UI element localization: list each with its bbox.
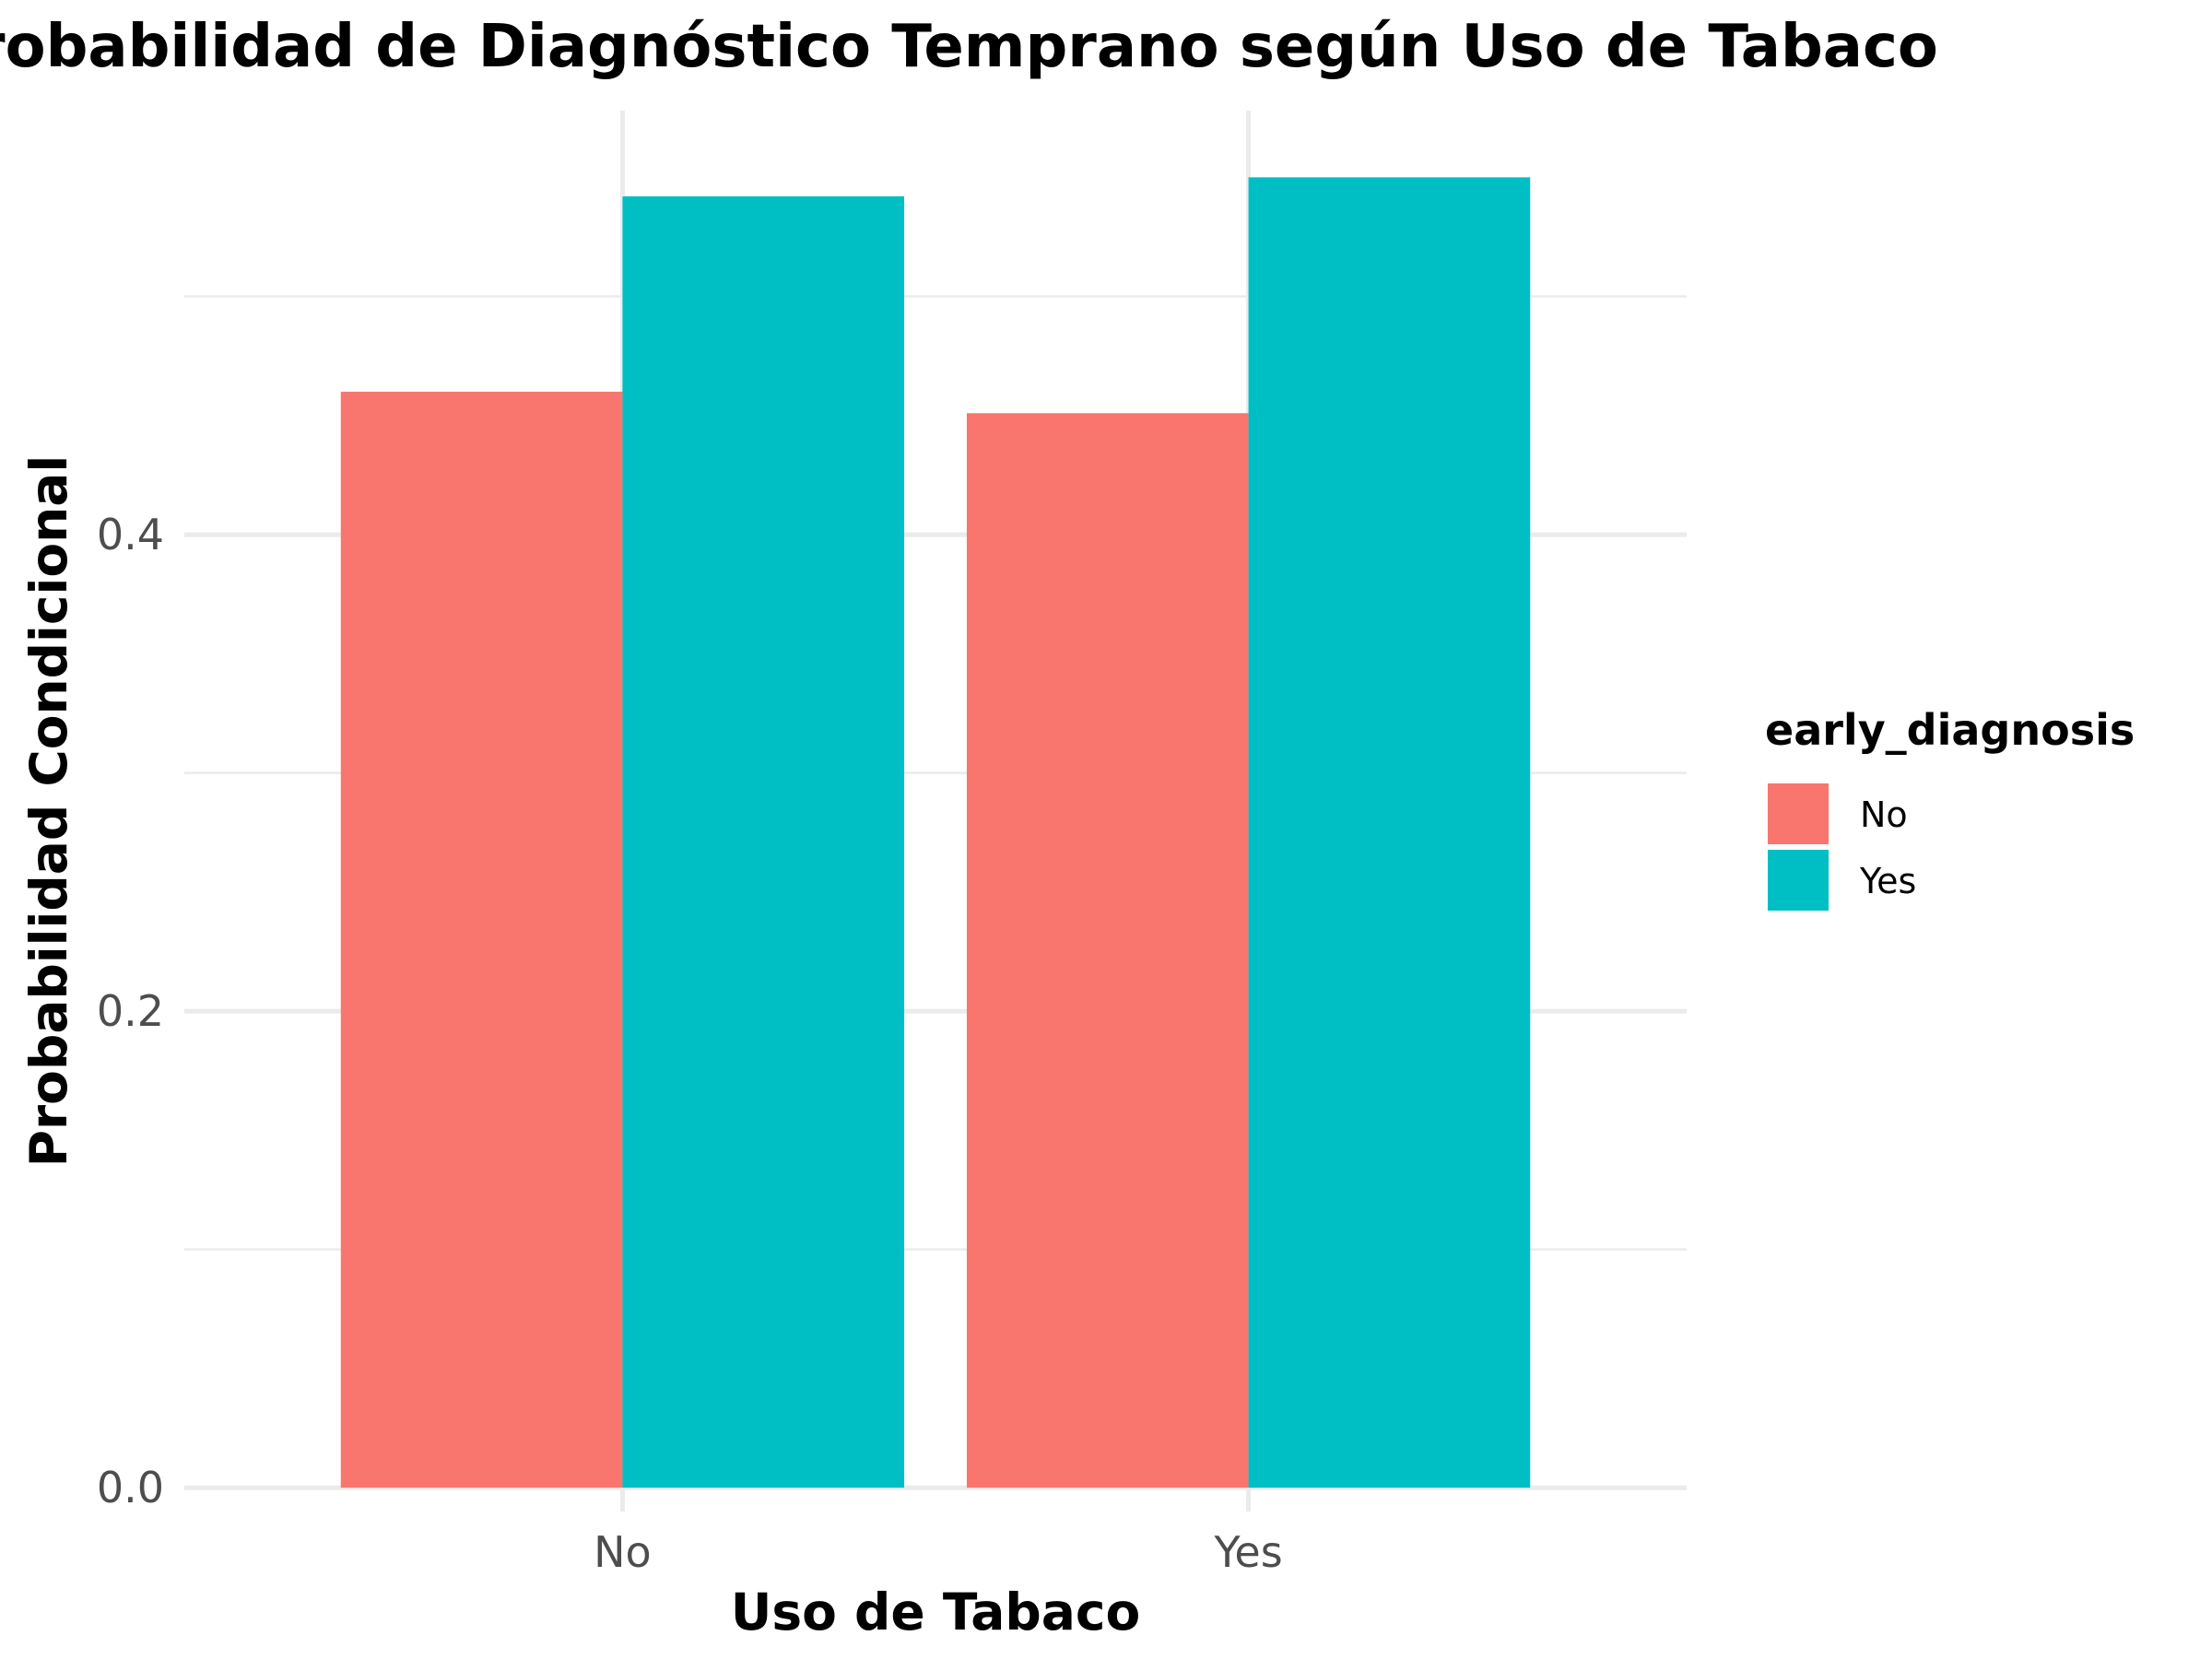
chart-title: Probabilidad de Diagnóstico Temprano seg… <box>0 13 1938 81</box>
legend-label-yes: Yes <box>1859 861 1916 901</box>
legend-label-no: No <box>1860 794 1908 835</box>
y-axis-ticks: 0.0 0.2 0.4 <box>97 510 164 1512</box>
y-tick-label-0: 0.0 <box>97 1463 164 1512</box>
legend-items: No Yes <box>1768 783 1916 911</box>
legend: early_diagnosis No Yes <box>1765 705 2135 911</box>
y-tick-label-1: 0.2 <box>97 986 164 1036</box>
x-axis-title: Uso de Tabaco <box>731 1583 1141 1641</box>
y-axis-title: Probabilidad Condicional <box>19 455 78 1168</box>
y-tick-label-2: 0.4 <box>97 510 164 559</box>
bar-no-yes <box>622 196 905 1488</box>
legend-swatch-yes <box>1768 850 1829 911</box>
bars <box>340 177 1531 1488</box>
x-tick-label-0: No <box>594 1527 652 1577</box>
bar-no-no <box>340 392 623 1488</box>
legend-swatch-no <box>1768 783 1829 844</box>
bar-yes-no <box>966 413 1249 1488</box>
x-tick-label-1: Yes <box>1213 1527 1282 1577</box>
x-axis-ticks: No Yes <box>594 1527 1283 1577</box>
legend-title: early_diagnosis <box>1765 705 2135 755</box>
bar-yes-yes <box>1248 177 1531 1488</box>
